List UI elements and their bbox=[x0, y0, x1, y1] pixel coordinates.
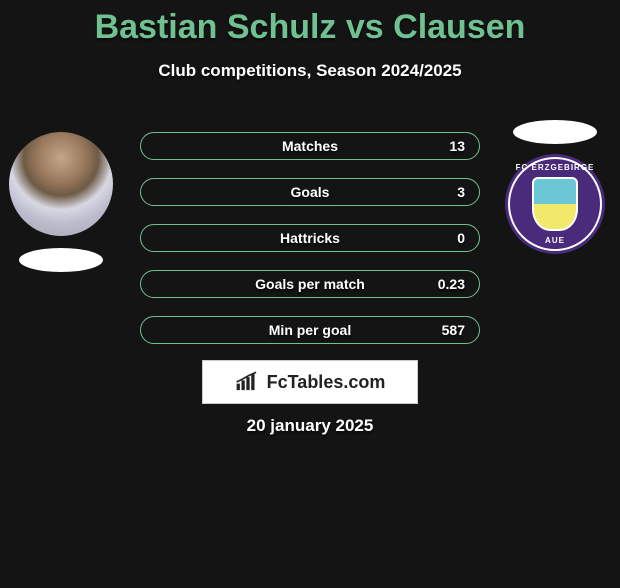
logo-text: FcTables.com bbox=[267, 372, 386, 393]
player-left-avatar bbox=[9, 132, 113, 236]
stat-label: Hattricks bbox=[155, 230, 465, 246]
club-crest: FC ERZGEBIRGE AUE bbox=[505, 154, 605, 254]
stat-label: Matches bbox=[155, 138, 465, 154]
crest-text-bot: AUE bbox=[505, 236, 605, 245]
stat-right-value: 0 bbox=[457, 230, 465, 246]
stats-container: Matches 13 Goals 3 Hattricks 0 Goals per… bbox=[140, 132, 480, 362]
bar-chart-icon bbox=[235, 371, 261, 393]
stat-row: Matches 13 bbox=[140, 132, 480, 160]
avatar-placeholder bbox=[9, 132, 113, 236]
stat-row: Goals per match 0.23 bbox=[140, 270, 480, 298]
stat-right-value: 3 bbox=[457, 184, 465, 200]
player-left-flag bbox=[19, 248, 103, 272]
date-text: 20 january 2025 bbox=[0, 416, 620, 436]
fctables-logo[interactable]: FcTables.com bbox=[202, 360, 418, 404]
player-right-block: FC ERZGEBIRGE AUE bbox=[500, 120, 610, 254]
stat-right-value: 13 bbox=[449, 138, 465, 154]
page-subtitle: Club competitions, Season 2024/2025 bbox=[0, 61, 620, 81]
stat-right-value: 587 bbox=[442, 322, 465, 338]
player-right-flag bbox=[513, 120, 597, 144]
page-title: Bastian Schulz vs Clausen bbox=[0, 8, 620, 47]
stat-row: Goals 3 bbox=[140, 178, 480, 206]
stat-row: Hattricks 0 bbox=[140, 224, 480, 252]
player-left-block bbox=[6, 132, 116, 272]
stat-right-value: 0.23 bbox=[438, 276, 465, 292]
stat-row: Min per goal 587 bbox=[140, 316, 480, 344]
stat-label: Goals bbox=[155, 184, 465, 200]
stat-label: Goals per match bbox=[155, 276, 465, 292]
crest-text-top: FC ERZGEBIRGE bbox=[505, 163, 605, 172]
stat-label: Min per goal bbox=[155, 322, 465, 338]
